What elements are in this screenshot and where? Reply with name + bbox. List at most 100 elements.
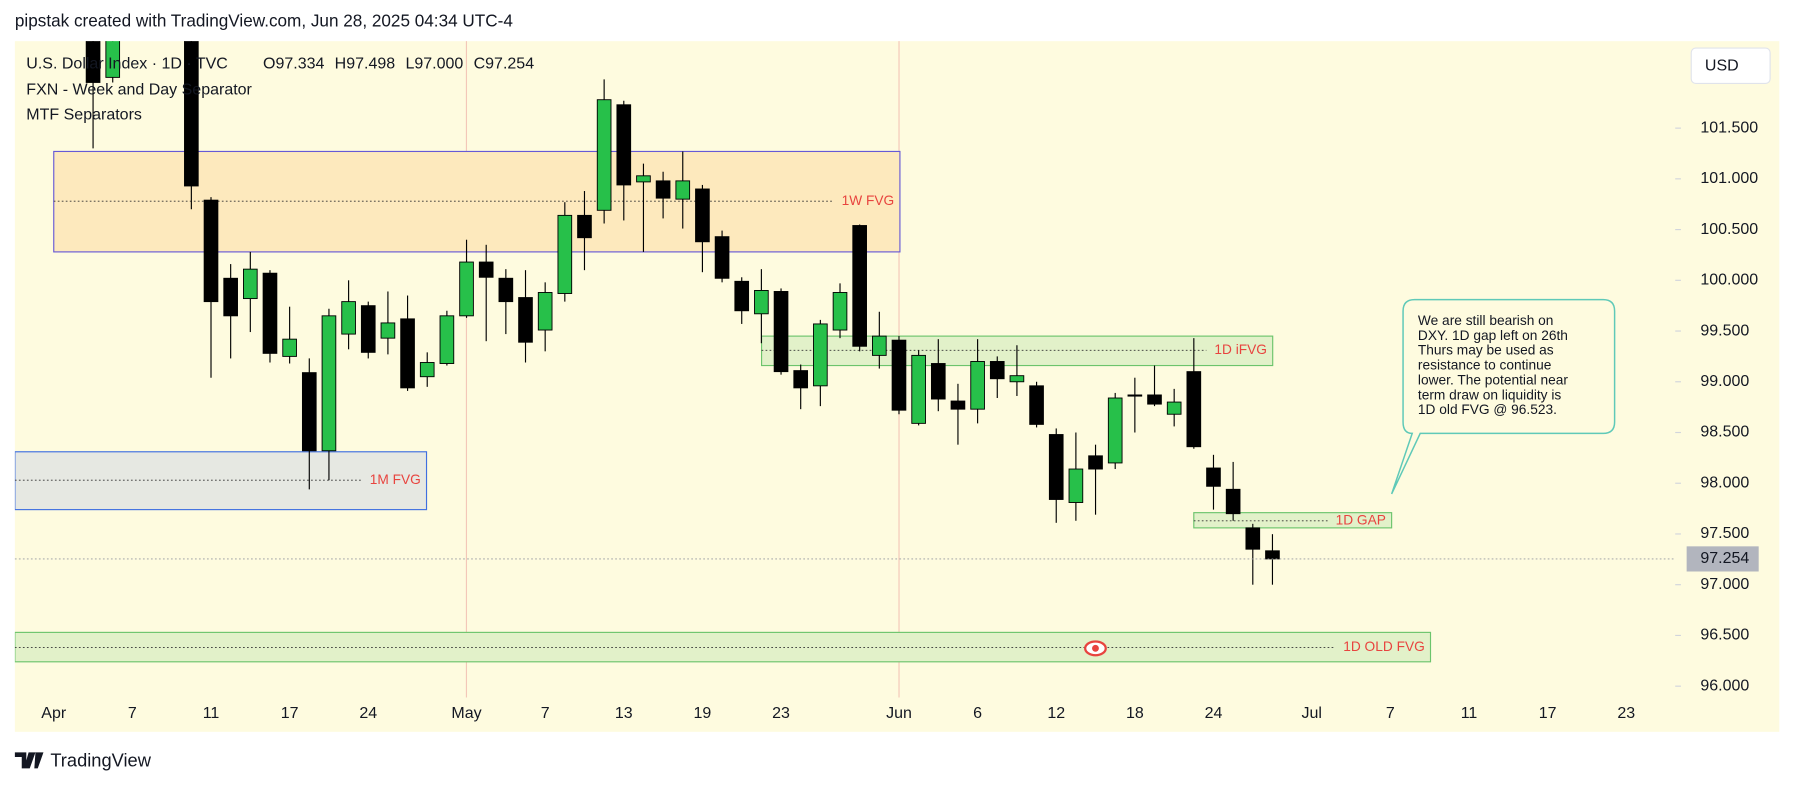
zone-label: 1D OLD FVG [1343, 639, 1425, 654]
candle-body [636, 175, 651, 183]
last-price-tag [1686, 546, 1759, 572]
brand-logo [14, 752, 44, 769]
y-tick-label: 96.500 [1700, 627, 1749, 644]
y-tick-label: 100.500 [1700, 221, 1758, 238]
legend: U.S. Dollar Index · 1D · TVC FXN - Week … [26, 55, 534, 123]
x-tick-label: 7 [128, 705, 137, 722]
candle-body [950, 400, 966, 410]
candle-body [478, 261, 494, 278]
candle-body [891, 339, 907, 411]
x-tick-label: 7 [541, 705, 550, 722]
candle-body [301, 372, 317, 452]
candle-body [675, 180, 691, 200]
candle-body [341, 301, 356, 335]
y-tick-label: 98.000 [1700, 474, 1749, 491]
candles [85, 41, 1280, 585]
y-tick-label: 99.500 [1700, 322, 1749, 339]
zone-label: 1M FVG [370, 472, 421, 487]
note-line: resistance to continue [1418, 358, 1552, 373]
candle-body [793, 370, 809, 389]
x-tick-label: 24 [359, 705, 377, 722]
candle-body [1186, 371, 1202, 448]
axes: 101.500 101.000 100.500 100.000 99.500 99.000… [14, 119, 1759, 722]
candle-body [930, 363, 946, 400]
legend-ohlc: H97.498 [335, 55, 396, 72]
candle-body [1245, 527, 1261, 550]
candle-body [911, 354, 926, 424]
legend-ohlc: O97.334 [263, 55, 324, 72]
x-tick-label: 11 [1461, 705, 1478, 722]
zone-label: 1D GAP [1336, 512, 1386, 527]
candle-body [360, 305, 376, 353]
x-tick-label: 17 [281, 705, 299, 722]
x-tick-label: May [451, 705, 481, 722]
x-tick-label: 7 [1386, 705, 1395, 722]
header-text: pipstak created with TradingView.com, Ju… [15, 10, 513, 30]
candle-body [1107, 397, 1123, 464]
x-tick-label: Jul [1302, 705, 1322, 722]
legend-indicator: MTF Separators [26, 107, 142, 124]
last-price-label: 97.254 [1700, 550, 1749, 567]
candle-body [282, 338, 297, 357]
x-tick-label: 12 [1047, 705, 1065, 722]
candle-body [518, 297, 533, 343]
candle-body [832, 292, 848, 331]
candle-body [596, 99, 612, 211]
candle-body [773, 291, 789, 373]
candle-body [498, 277, 514, 303]
x-tick-label: 13 [615, 705, 633, 722]
candle-body [655, 180, 671, 199]
note-line: 1D old FVG @ 96.523. [1418, 402, 1557, 417]
currency-button[interactable] [1690, 47, 1771, 85]
currency-label[interactable]: USD [1705, 58, 1739, 75]
candle-body [557, 214, 573, 294]
x-tick-label: 6 [973, 705, 982, 722]
zone-box [14, 451, 428, 511]
candle-body [262, 272, 278, 354]
candle-body [1127, 394, 1143, 397]
eye-pupil [1092, 644, 1099, 652]
candle-body [813, 323, 828, 387]
candle-body [1088, 455, 1103, 470]
candle-body [105, 41, 121, 78]
x-tick-label: 19 [694, 705, 712, 722]
candle-body [714, 236, 730, 279]
candle-body [243, 268, 258, 300]
brand-mark [14, 752, 44, 769]
candle-body [1206, 467, 1221, 487]
x-tick-label: 23 [772, 705, 790, 722]
candle-body [734, 280, 750, 312]
y-tick-label: 100.000 [1700, 272, 1758, 289]
candle-body [1225, 488, 1241, 515]
zone-box [1193, 512, 1393, 529]
y-tick-label: 97.500 [1700, 525, 1749, 542]
y-tick-label: 101.500 [1700, 119, 1758, 136]
candle-body [577, 214, 592, 239]
candle-body [439, 315, 455, 364]
note-line: Thurs may be used as [1418, 343, 1554, 358]
note-line: lower. The potential near [1418, 372, 1568, 387]
candle-body [203, 199, 219, 303]
x-tick-label: 23 [1617, 705, 1635, 722]
x-tick-label: 11 [203, 705, 220, 722]
candle-body [380, 322, 396, 339]
y-tick-label: 101.000 [1700, 170, 1758, 187]
zone-box [14, 631, 1432, 663]
candle-body [1265, 550, 1280, 560]
candle-body [537, 292, 553, 331]
x-tick-label: 18 [1126, 705, 1144, 722]
zone-box [53, 150, 901, 253]
candle-body [1048, 434, 1064, 500]
legend-ohlc: C97.254 [474, 55, 535, 72]
candle-body [1068, 468, 1084, 503]
candle-body [695, 188, 710, 243]
x-tick-label: Jun [886, 705, 912, 722]
candle-body [223, 277, 238, 317]
legend-symbol: U.S. Dollar Index · 1D · TVC [26, 55, 228, 72]
candle-body [1029, 385, 1044, 425]
candle-body [85, 41, 101, 83]
y-tick-label: 97.000 [1700, 576, 1749, 593]
legend-ohlc: L97.000 [405, 55, 463, 72]
